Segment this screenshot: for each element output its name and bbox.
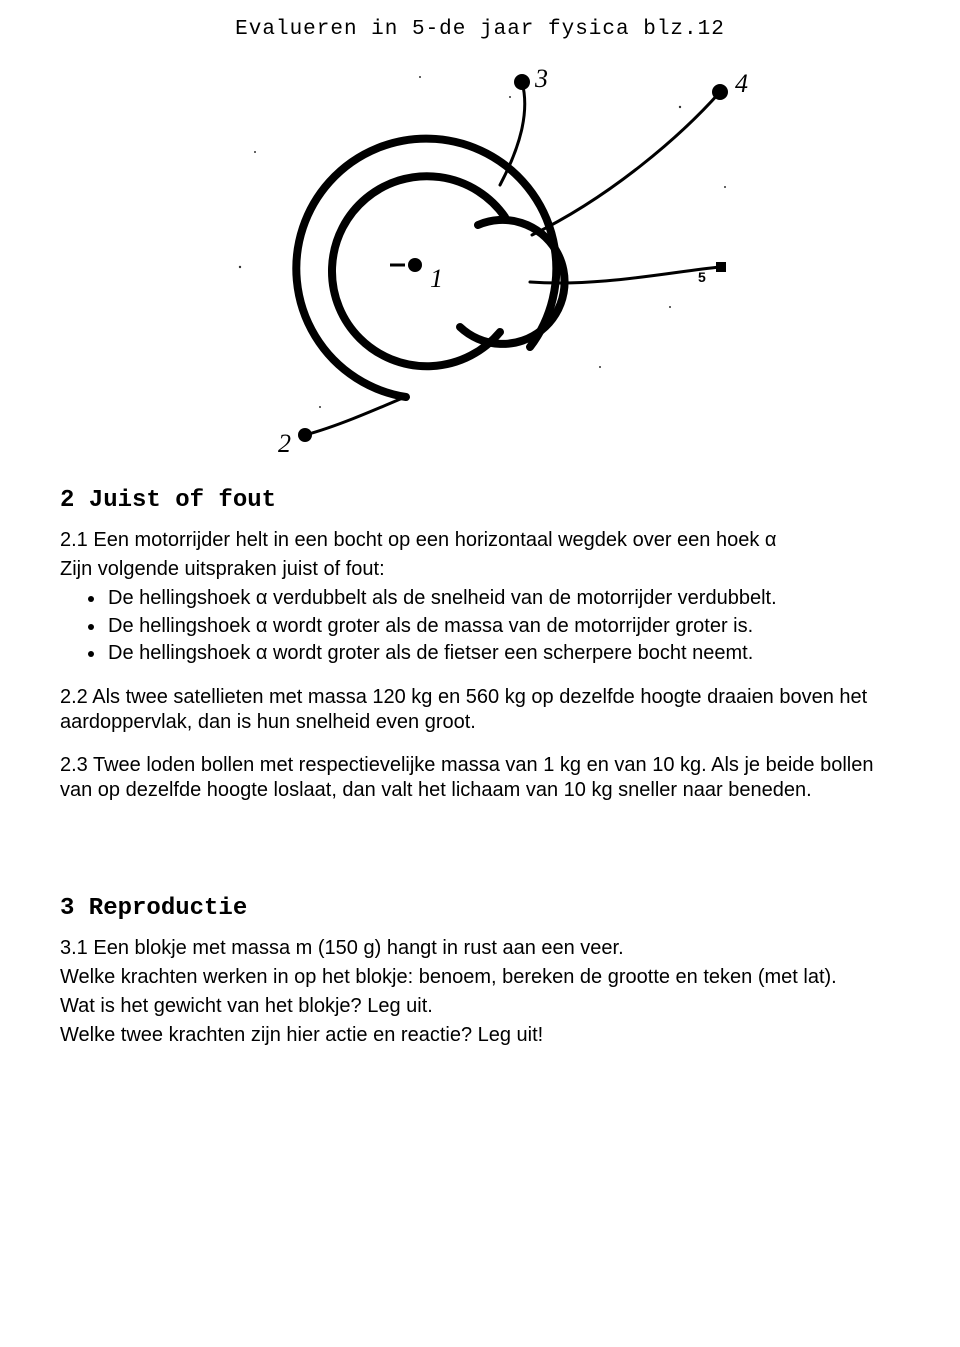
- question-2-3: 2.3 Twee loden bollen met respectievelij…: [60, 753, 900, 803]
- list-item: De hellingshoek α wordt groter als de ma…: [106, 614, 900, 640]
- section-3-heading: 3 Reproductie: [60, 895, 900, 922]
- q31-line1: 3.1 Een blokje met massa m (150 g) hangt…: [60, 936, 900, 961]
- figure-label-2: 2: [278, 429, 291, 457]
- figure-label-3: 3: [534, 64, 548, 93]
- q21-line2: Zijn volgende uitspraken juist of fout:: [60, 557, 900, 582]
- figure-label-4: 4: [735, 69, 748, 98]
- q22-text: 2.2 Als twee satellieten met massa 120 k…: [60, 685, 900, 735]
- question-3-1: 3.1 Een blokje met massa m (150 g) hangt…: [60, 936, 900, 1048]
- list-item: De hellingshoek α wordt groter als de fi…: [106, 641, 900, 667]
- q31-line4: Welke twee krachten zijn hier actie en r…: [60, 1023, 900, 1048]
- figure-label-5: 5: [698, 269, 706, 285]
- question-2-2: 2.2 Als twee satellieten met massa 120 k…: [60, 685, 900, 735]
- section-2-heading: 2 Juist of fout: [60, 487, 900, 514]
- figure-label-1: 1: [430, 264, 443, 293]
- page-header-title: Evalueren in 5-de jaar fysica blz.12: [60, 18, 900, 41]
- document-page: Evalueren in 5-de jaar fysica blz.12: [0, 0, 960, 1347]
- q21-line1: 2.1 Een motorrijder helt in een bocht op…: [60, 528, 900, 553]
- question-2-1: 2.1 Een motorrijder helt in een bocht op…: [60, 528, 900, 667]
- q31-line3: Wat is het gewicht van het blokje? Leg u…: [60, 994, 900, 1019]
- q21-bullet-list: De hellingshoek α verdubbelt als de snel…: [60, 586, 900, 667]
- q23-text: 2.3 Twee loden bollen met respectievelij…: [60, 753, 900, 803]
- spiral-figure: 1 2 3 4 5: [200, 57, 760, 457]
- q31-line2: Welke krachten werken in op het blokje: …: [60, 965, 900, 990]
- list-item: De hellingshoek α verdubbelt als de snel…: [106, 586, 900, 612]
- figure-container: 1 2 3 4 5: [60, 57, 900, 457]
